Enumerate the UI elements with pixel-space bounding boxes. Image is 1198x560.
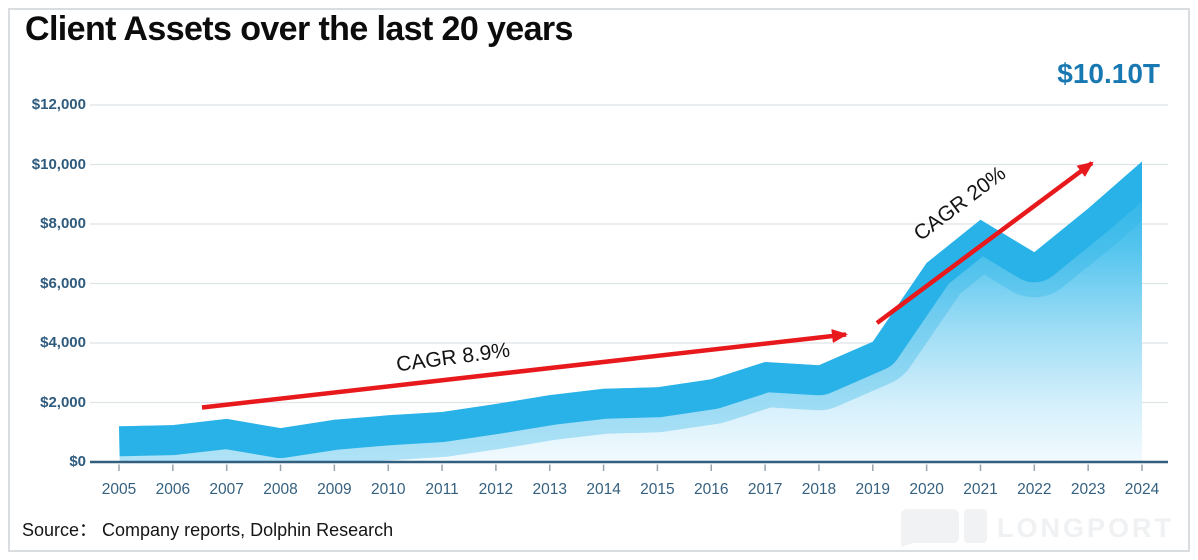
source-note: Source： Company reports, Dolphin Researc… bbox=[22, 516, 393, 542]
x-axis-label: 2021 bbox=[963, 481, 997, 499]
watermark-text: LONGPORT bbox=[997, 513, 1174, 544]
x-axis-label: 2007 bbox=[209, 481, 243, 499]
x-axis-label: 2006 bbox=[156, 481, 190, 499]
y-axis-label: $8,000 bbox=[0, 215, 86, 232]
x-axis-label: 2013 bbox=[532, 481, 566, 499]
x-axis-label: 2023 bbox=[1071, 481, 1105, 499]
chart-page: Client Assets over the last 20 years $10… bbox=[0, 0, 1198, 560]
y-axis-label: $10,000 bbox=[0, 156, 86, 173]
x-axis-label: 2019 bbox=[856, 481, 890, 499]
y-axis-label: $6,000 bbox=[0, 275, 86, 292]
x-axis-label: 2024 bbox=[1125, 481, 1159, 499]
x-axis-label: 2008 bbox=[263, 481, 297, 499]
watermark-logo-icon bbox=[899, 509, 987, 547]
x-axis-label: 2009 bbox=[317, 481, 351, 499]
y-axis-label: $0 bbox=[0, 453, 86, 470]
x-axis-label: 2010 bbox=[371, 481, 405, 499]
area-chart bbox=[0, 0, 1198, 560]
y-axis-label: $12,000 bbox=[0, 96, 86, 113]
x-axis-label: 2020 bbox=[909, 481, 943, 499]
x-axis-label: 2014 bbox=[586, 481, 620, 499]
area-series bbox=[119, 162, 1142, 463]
x-axis-label: 2022 bbox=[1017, 481, 1051, 499]
x-axis-label: 2011 bbox=[425, 481, 458, 499]
x-axis-label: 2017 bbox=[748, 481, 782, 499]
y-axis-label: $2,000 bbox=[0, 394, 86, 411]
x-axis-label: 2012 bbox=[479, 481, 513, 499]
x-axis-label: 2016 bbox=[694, 481, 728, 499]
x-axis-label: 2005 bbox=[102, 481, 136, 499]
x-axis-label: 2015 bbox=[640, 481, 674, 499]
y-axis-label: $4,000 bbox=[0, 334, 86, 351]
x-axis-label: 2018 bbox=[802, 481, 836, 499]
watermark: LONGPORT bbox=[899, 509, 1174, 547]
x-axis-ticks bbox=[119, 465, 1142, 472]
